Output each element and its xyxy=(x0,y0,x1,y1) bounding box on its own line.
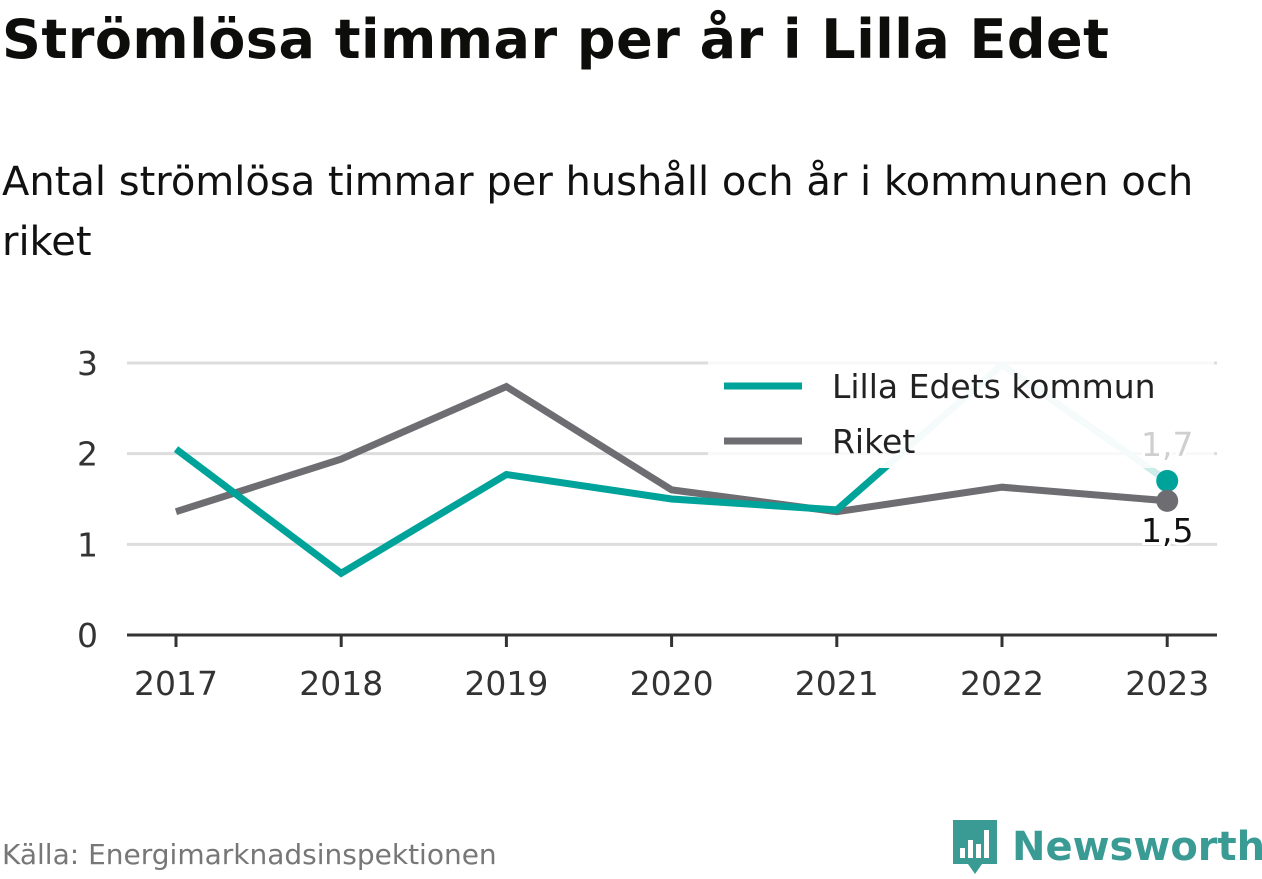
y-tick-label: 1 xyxy=(77,525,98,564)
x-tick-label: 2019 xyxy=(464,664,548,703)
series-line-lilla-edets-kommun xyxy=(173,362,1005,578)
data-label: 1,7 xyxy=(1141,425,1193,464)
chart-title: Strömlösa timmar per år i Lilla Edet xyxy=(2,8,1110,71)
end-marker-lilla-edets-kommun xyxy=(1156,469,1179,492)
brand-logo: Newsworthy xyxy=(950,818,1262,876)
y-tick-label: 2 xyxy=(77,435,98,474)
legend-label: Lilla Edets kommun xyxy=(832,367,1156,406)
data-labels: 1,7 1,5 xyxy=(1138,422,1196,553)
series-layer: Lilla Edets kommun Riket xyxy=(173,356,1214,578)
series-line-riket xyxy=(174,382,1168,516)
x-tick-label: 2022 xyxy=(960,664,1044,703)
x-tick-label: 2018 xyxy=(299,664,383,703)
end-marker-riket xyxy=(1156,489,1179,512)
grid-layer: 0 1 2 3 xyxy=(77,344,1217,655)
x-tick-label: 2021 xyxy=(795,664,879,703)
y-tick-label: 0 xyxy=(77,616,98,655)
y-tick-label: 3 xyxy=(77,344,98,383)
brand-name: Newsworthy xyxy=(1012,824,1262,870)
x-tick-label: 2017 xyxy=(134,664,218,703)
chart-subtitle: Antal strömlösa timmar per hushåll och å… xyxy=(2,159,1194,265)
newsworthy-logo-icon xyxy=(953,820,997,874)
legend-background xyxy=(708,356,1214,468)
x-tick-label: 2023 xyxy=(1125,664,1209,703)
x-axis: 2017 2018 2019 2020 2021 2022 2023 xyxy=(127,633,1217,703)
x-tick-label: 2020 xyxy=(630,664,714,703)
data-label: 1,5 xyxy=(1141,511,1193,550)
legend-label: Riket xyxy=(832,422,915,461)
source-note: Källa: Energimarknadsinspektionen xyxy=(2,838,497,871)
legend: Lilla Edets kommun Riket xyxy=(708,356,1214,468)
